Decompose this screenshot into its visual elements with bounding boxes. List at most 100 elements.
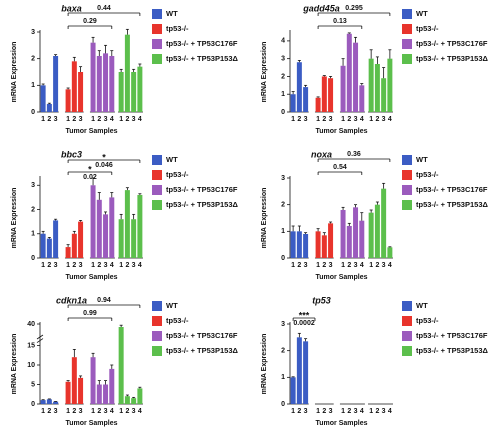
legend-label: tp53-/- + TP53C176F: [416, 185, 488, 194]
bar: [353, 42, 359, 112]
y-tick-label: 1: [281, 228, 285, 235]
x-tick-label: 1: [41, 116, 45, 123]
x-tick-label: 2: [322, 116, 326, 123]
p-value: 0.046: [95, 162, 113, 169]
x-tick-label: 1: [41, 262, 45, 269]
x-tick-label: 4: [138, 116, 142, 123]
x-tick-label: 1: [91, 116, 95, 123]
bar: [90, 357, 96, 404]
bar: [131, 72, 137, 112]
x-tick-label: 2: [322, 408, 326, 415]
bar: [290, 377, 296, 404]
x-tick-label: 3: [329, 408, 333, 415]
significance-stars: *: [88, 164, 92, 174]
legend-label: tp53-/-: [416, 24, 439, 33]
bar: [346, 226, 352, 258]
legend-swatch: [402, 346, 412, 356]
legend-label: tp53-/- + TP53C176F: [166, 185, 238, 194]
y-axis-label: mRNA Expression: [261, 42, 268, 103]
x-tick-label: 4: [388, 408, 392, 415]
x-tick-label: 1: [119, 116, 123, 123]
x-tick-label: 3: [54, 408, 58, 415]
axis-break: [36, 338, 44, 343]
legend-label: tp53-/- + TP53P153Δ: [166, 200, 238, 209]
x-tick-label: 1: [291, 408, 295, 415]
x-tick-label: 2: [347, 262, 351, 269]
bar: [46, 238, 52, 258]
x-tick-label: 1: [369, 262, 373, 269]
significance-stars: *: [102, 152, 106, 162]
x-tick-label: 2: [97, 116, 101, 123]
legend-swatch: [152, 39, 162, 49]
bar: [131, 398, 137, 404]
y-axis-label: mRNA Expression: [11, 188, 18, 249]
panel-title: baxa: [61, 3, 82, 13]
x-tick-label: 1: [316, 408, 320, 415]
legend-swatch: [152, 185, 162, 195]
x-tick-label: 1: [341, 408, 345, 415]
x-tick-label: 1: [66, 116, 70, 123]
x-tick-label: 1: [291, 262, 295, 269]
x-tick-label: 1: [66, 262, 70, 269]
legend-swatch: [402, 301, 412, 311]
x-tick-label: 3: [382, 116, 386, 123]
bar: [90, 42, 96, 112]
x-tick-label: 3: [132, 262, 136, 269]
x-tick-label: 1: [316, 262, 320, 269]
x-tick-label: 1: [369, 408, 373, 415]
y-tick-label: 2: [31, 206, 35, 213]
y-tick-label: 2: [281, 202, 285, 209]
bar: [374, 64, 380, 112]
y-tick-label: 10: [27, 362, 35, 369]
x-tick-label: 3: [354, 408, 358, 415]
bar: [315, 231, 321, 258]
legend-swatch: [402, 9, 412, 19]
legend-swatch: [152, 24, 162, 34]
legend-label: tp53-/-: [416, 316, 439, 325]
legend-swatch: [152, 170, 162, 180]
y-tick-label: 0: [281, 401, 285, 408]
bar: [137, 66, 143, 112]
bar: [387, 247, 393, 258]
legend-label: tp53-/-: [166, 316, 189, 325]
p-value: 0.54: [333, 164, 347, 171]
bar: [353, 207, 359, 258]
legend-label: tp53-/-: [166, 170, 189, 179]
x-tick-label: 4: [388, 262, 392, 269]
significance-stars: ***: [299, 310, 310, 320]
legend-label: tp53-/-: [166, 24, 189, 33]
bar: [359, 220, 365, 258]
y-tick-label: 0: [281, 109, 285, 116]
y-tick-label: 0: [31, 401, 35, 408]
legend-label: tp53-/- + TP53P153Δ: [166, 346, 238, 355]
legend-label: tp53-/- + TP53C176F: [416, 39, 488, 48]
bar: [137, 194, 143, 258]
legend-swatch: [402, 54, 412, 64]
axis-break: [36, 334, 44, 340]
bar: [321, 76, 327, 112]
panel-title: gadd45a: [302, 3, 340, 13]
bar: [303, 341, 309, 404]
y-axis-label: mRNA Expression: [261, 334, 268, 395]
x-tick-label: 2: [375, 408, 379, 415]
y-tick-label: 3: [31, 182, 35, 189]
bar: [381, 78, 387, 112]
x-tick-label: 3: [132, 116, 136, 123]
x-axis-label: Tumor Samples: [316, 128, 368, 135]
x-tick-label: 2: [72, 262, 76, 269]
y-tick-label: 2: [281, 73, 285, 80]
x-axis-label: Tumor Samples: [66, 420, 118, 427]
y-tick-label: 1: [31, 82, 35, 89]
x-tick-label: 3: [104, 116, 108, 123]
bar: [78, 72, 84, 112]
bar: [65, 247, 71, 258]
bar: [40, 233, 46, 258]
x-tick-label: 3: [79, 408, 83, 415]
legend-label: tp53-/- + TP53C176F: [166, 331, 238, 340]
x-tick-label: 1: [341, 116, 345, 123]
x-tick-label: 3: [382, 262, 386, 269]
x-tick-label: 2: [72, 116, 76, 123]
y-tick-label: 2: [31, 56, 35, 63]
bar: [65, 381, 71, 404]
